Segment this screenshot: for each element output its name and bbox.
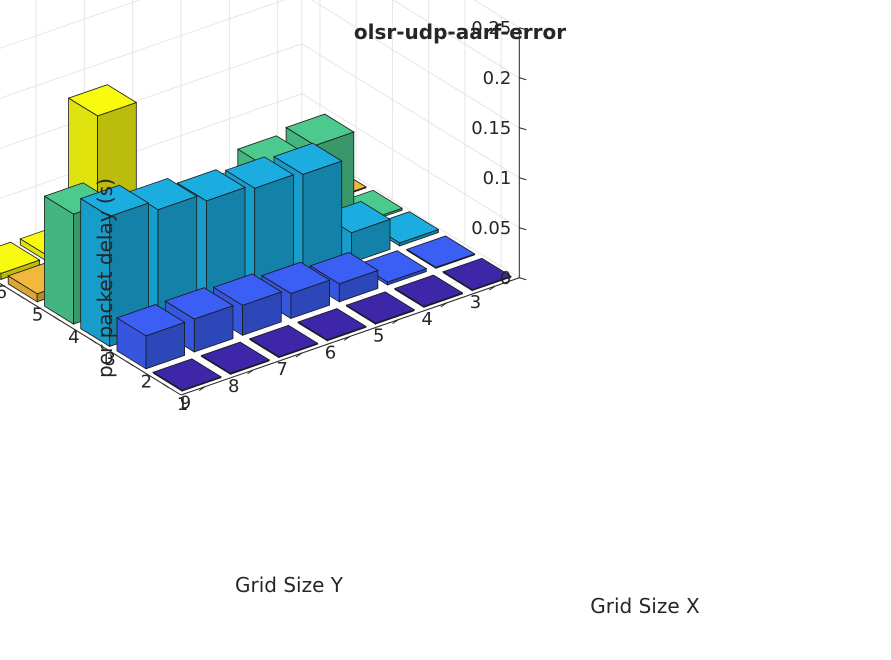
bar-top-face — [442, 257, 512, 291]
x-tick-mark — [90, 338, 97, 344]
x-tick-label: 3 — [104, 349, 115, 370]
z-axis-label: per packet delay (s) — [93, 178, 117, 378]
bar-top-face — [248, 324, 319, 358]
z-tick-mark — [519, 177, 527, 181]
z-tick-mark — [519, 127, 527, 131]
left-wall-gridline-horizontal — [310, 0, 520, 129]
bar-top-face — [67, 84, 138, 117]
bar-top-face — [405, 235, 476, 268]
bar-top-face — [212, 273, 283, 306]
y-tick-mark — [247, 369, 254, 375]
bar — [79, 184, 150, 348]
bar-top-face — [116, 304, 186, 337]
y-tick-label: 6 — [325, 342, 336, 363]
y-axis-label: Grid Size Y — [235, 573, 344, 597]
chart-title: olsr-udp-aarf-error — [354, 20, 566, 44]
bar — [297, 308, 367, 342]
z-tick-label: 0.1 — [483, 168, 512, 189]
bar-top-face — [260, 261, 331, 294]
z-tick-label: 0.05 — [471, 218, 511, 239]
x-tick-mark — [162, 383, 170, 389]
bar-top-face — [164, 287, 234, 320]
bar-top-face — [200, 341, 271, 374]
bar-front-face — [44, 195, 74, 325]
z-tick-label: 0.2 — [483, 68, 512, 89]
x-axis-label: Grid Size X — [590, 594, 700, 618]
x-axis-line — [0, 282, 182, 396]
z-tick-label: 0.25 — [471, 18, 511, 39]
y-tick-label: 8 — [228, 376, 239, 397]
axis-layer — [0, 27, 527, 396]
bar — [248, 324, 319, 359]
x-tick-label: 6 — [0, 282, 7, 303]
y-tick-mark — [198, 386, 206, 392]
bar-top-face — [273, 142, 343, 175]
bar-top-face — [309, 252, 379, 285]
x-tick-label: 4 — [68, 327, 79, 348]
label-layer: olsr-udp-aarf-error Grid Size X Grid Siz… — [0, 18, 700, 618]
z-tick-label: 0 — [500, 268, 511, 289]
bar — [405, 235, 476, 270]
y-tick-mark — [295, 352, 303, 358]
y-tick-label: 7 — [276, 359, 287, 380]
bar-layer — [0, 84, 512, 392]
y-tick-label: 4 — [421, 309, 432, 330]
left-wall-gridline-horizontal — [392, 0, 520, 79]
bar-top-face — [393, 274, 464, 307]
bar-top-face — [79, 184, 150, 217]
left-wall-gridline-horizontal — [473, 0, 520, 29]
bar — [345, 291, 416, 325]
bar-top-face — [345, 291, 416, 324]
bar — [393, 274, 464, 309]
x-tick-mark — [53, 316, 61, 322]
back-wall-gridline-horizontal — [0, 0, 142, 49]
y-tick-mark — [488, 285, 496, 291]
back-wall-gridline-horizontal — [0, 0, 286, 99]
bar-top-face — [152, 358, 222, 391]
bar — [164, 287, 234, 353]
x-tick-mark — [126, 361, 133, 366]
bar — [152, 358, 222, 392]
bar-top-face — [285, 113, 355, 146]
left-wall-gridline-horizontal — [301, 93, 520, 229]
z-tick-label: 0.15 — [471, 118, 511, 139]
z-tick-mark — [519, 77, 527, 81]
x-tick-label: 2 — [141, 372, 152, 393]
y-tick-label: 5 — [373, 326, 384, 347]
bar-top-face — [176, 169, 246, 202]
x-tick-mark — [17, 294, 25, 299]
bar — [442, 257, 512, 292]
left-wall-gridline-horizontal — [301, 43, 520, 179]
bar-top-face — [297, 308, 367, 341]
bar — [116, 304, 186, 370]
y-tick-mark — [440, 302, 448, 308]
bar-top-face — [224, 156, 295, 189]
bar — [200, 341, 271, 376]
y-tick-label: 9 — [180, 393, 191, 414]
x-tick-label: 1 — [177, 394, 188, 415]
bar-top-face — [0, 241, 41, 274]
y-tick-label: 3 — [470, 292, 481, 313]
y-tick-mark — [343, 335, 351, 341]
y-tick-mark — [392, 319, 399, 325]
z-tick-mark — [519, 277, 527, 281]
z-tick-mark — [519, 27, 527, 31]
z-tick-mark — [519, 227, 527, 231]
x-tick-label: 5 — [32, 305, 43, 326]
